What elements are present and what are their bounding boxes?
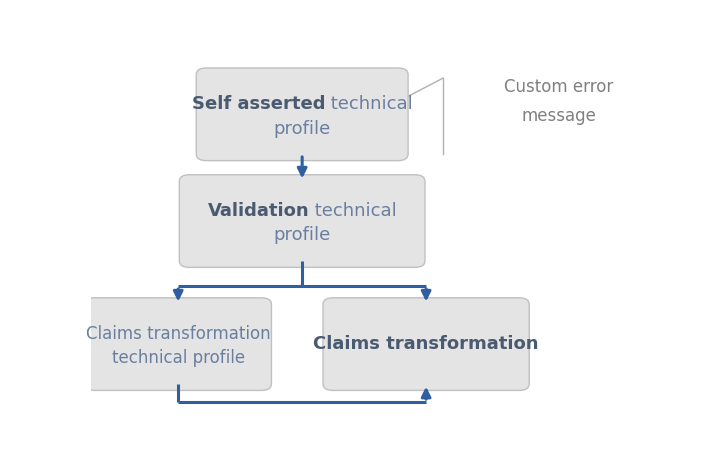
Text: message: message xyxy=(521,107,596,125)
Text: Self asserted: Self asserted xyxy=(191,95,325,113)
FancyBboxPatch shape xyxy=(323,298,529,391)
FancyBboxPatch shape xyxy=(196,68,408,161)
Text: Claims transformation: Claims transformation xyxy=(313,335,539,353)
Text: technical: technical xyxy=(325,95,413,113)
Text: Validation: Validation xyxy=(207,202,309,219)
Text: profile: profile xyxy=(273,120,331,138)
Text: technical: technical xyxy=(309,202,397,219)
FancyBboxPatch shape xyxy=(180,175,425,267)
Text: Claims transformation: Claims transformation xyxy=(86,325,270,343)
Text: profile: profile xyxy=(273,227,331,244)
Text: technical profile: technical profile xyxy=(112,349,245,368)
FancyBboxPatch shape xyxy=(85,298,271,391)
Text: Custom error: Custom error xyxy=(504,78,613,96)
